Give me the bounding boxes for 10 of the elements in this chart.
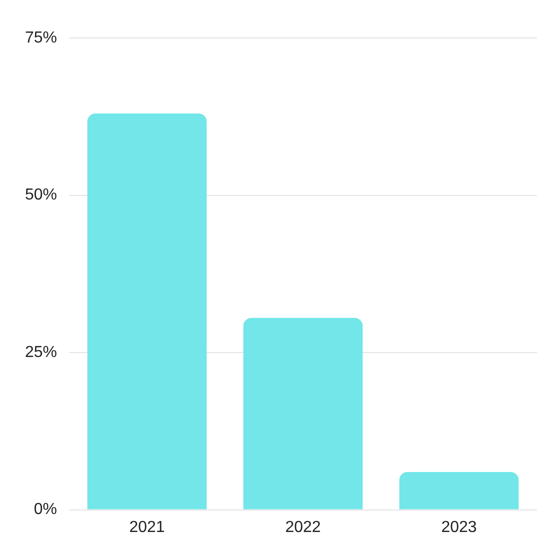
x-tick-label: 2021 — [129, 518, 165, 536]
bar — [243, 318, 363, 510]
x-tick-label: 2023 — [441, 518, 477, 536]
y-tick-label: 0% — [34, 501, 58, 518]
bar — [399, 472, 519, 510]
x-tick-label: 2022 — [285, 518, 321, 536]
bar — [87, 113, 207, 510]
y-tick-label: 50% — [24, 186, 58, 204]
y-tick-label: 25% — [24, 344, 58, 361]
y-tick-label: 75% — [24, 29, 58, 46]
